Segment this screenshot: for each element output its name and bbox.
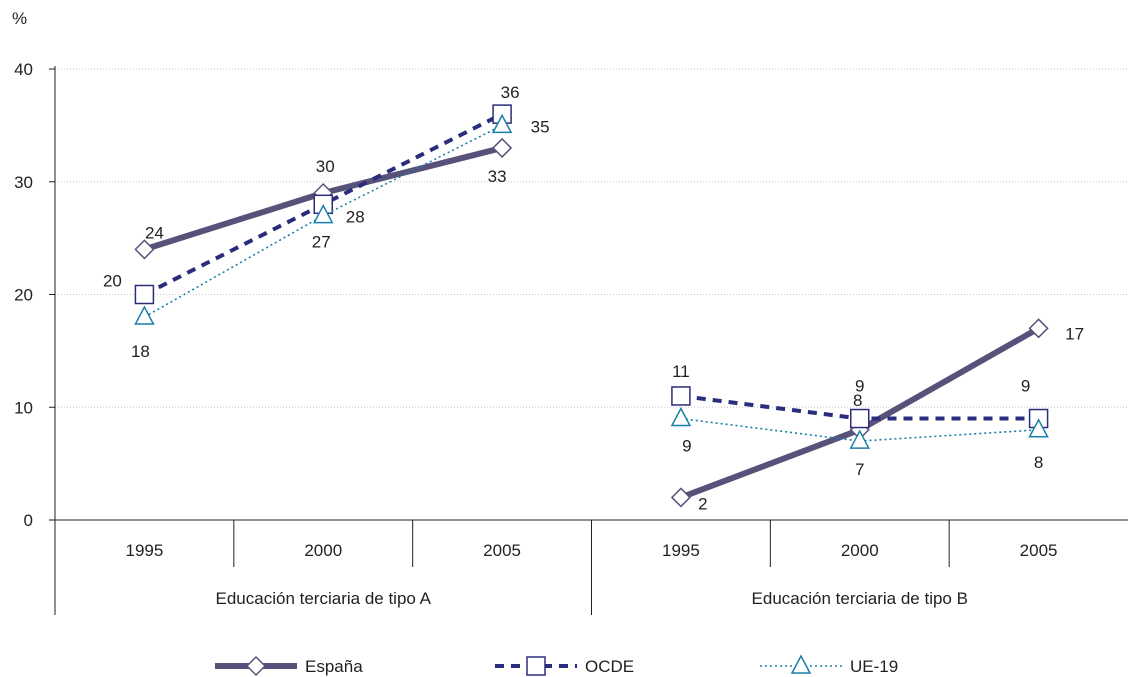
data-point-marker bbox=[134, 239, 155, 260]
x-category-labels: 1995 2000 2005 Educación terciaria de tipo … bbox=[126, 541, 1058, 608]
axes bbox=[54, 66, 1128, 615]
legend: España OCDE UE-19 bbox=[215, 654, 898, 677]
data-point-marker bbox=[1028, 418, 1049, 438]
data-point-marker bbox=[670, 406, 692, 427]
data-label: 35 bbox=[531, 117, 550, 136]
data-label: 9 bbox=[855, 377, 864, 396]
data-point-marker bbox=[134, 284, 155, 305]
data-label: 9 bbox=[682, 437, 691, 456]
legend-label: España bbox=[305, 657, 363, 676]
group-label: Educación terciaria de tipo A bbox=[216, 589, 432, 608]
y-tick-label: 10 bbox=[14, 398, 33, 417]
x-tick-label: 2005 bbox=[483, 541, 521, 560]
x-tick-label: 2000 bbox=[841, 541, 879, 560]
data-label: 20 bbox=[103, 272, 122, 291]
data-point-marker bbox=[671, 386, 691, 406]
data-label: 2 bbox=[698, 494, 707, 513]
legend-marker bbox=[245, 655, 267, 677]
data-label: 28 bbox=[346, 207, 365, 226]
y-tick-label: 0 bbox=[24, 511, 33, 530]
y-tick-label: 40 bbox=[14, 60, 33, 79]
data-label: 30 bbox=[316, 157, 335, 176]
data-label: 11 bbox=[672, 362, 690, 381]
x-tick-label: 1995 bbox=[126, 541, 164, 560]
legend-label: OCDE bbox=[585, 657, 634, 676]
group-label: Educación terciaria de tipo B bbox=[752, 589, 968, 608]
data-point-marker bbox=[491, 113, 513, 134]
data-point-marker bbox=[849, 429, 870, 449]
data-label: 7 bbox=[855, 460, 864, 479]
x-tick-label: 2005 bbox=[1020, 541, 1058, 560]
data-point-marker bbox=[1028, 318, 1049, 339]
data-label: 36 bbox=[501, 83, 520, 102]
series-layer bbox=[134, 104, 1049, 508]
x-tick-label: 2000 bbox=[304, 541, 342, 560]
data-label: 8 bbox=[1034, 453, 1043, 472]
data-label: 27 bbox=[312, 233, 331, 252]
data-label: 18 bbox=[131, 342, 150, 361]
data-point-marker bbox=[670, 487, 691, 508]
legend-marker bbox=[526, 656, 546, 676]
x-tick-label: 1995 bbox=[662, 541, 700, 560]
data-point-marker bbox=[492, 137, 513, 158]
y-axis-label: % bbox=[12, 9, 27, 28]
data-point-marker bbox=[134, 305, 155, 325]
y-tick-labels: 0 10 20 30 40 bbox=[14, 60, 33, 530]
data-label: 24 bbox=[145, 223, 164, 242]
y-tick-label: 20 bbox=[14, 286, 33, 305]
legend-label: UE-19 bbox=[850, 657, 898, 676]
data-point-marker bbox=[313, 203, 334, 224]
y-tick-label: 30 bbox=[14, 173, 33, 192]
data-point-marker bbox=[850, 408, 870, 429]
gridlines bbox=[49, 68, 1128, 521]
data-label: 33 bbox=[488, 167, 507, 186]
data-label: 17 bbox=[1065, 324, 1084, 343]
legend-marker bbox=[790, 654, 812, 674]
data-label: 9 bbox=[1021, 377, 1030, 396]
data-label: 8 bbox=[853, 391, 862, 410]
